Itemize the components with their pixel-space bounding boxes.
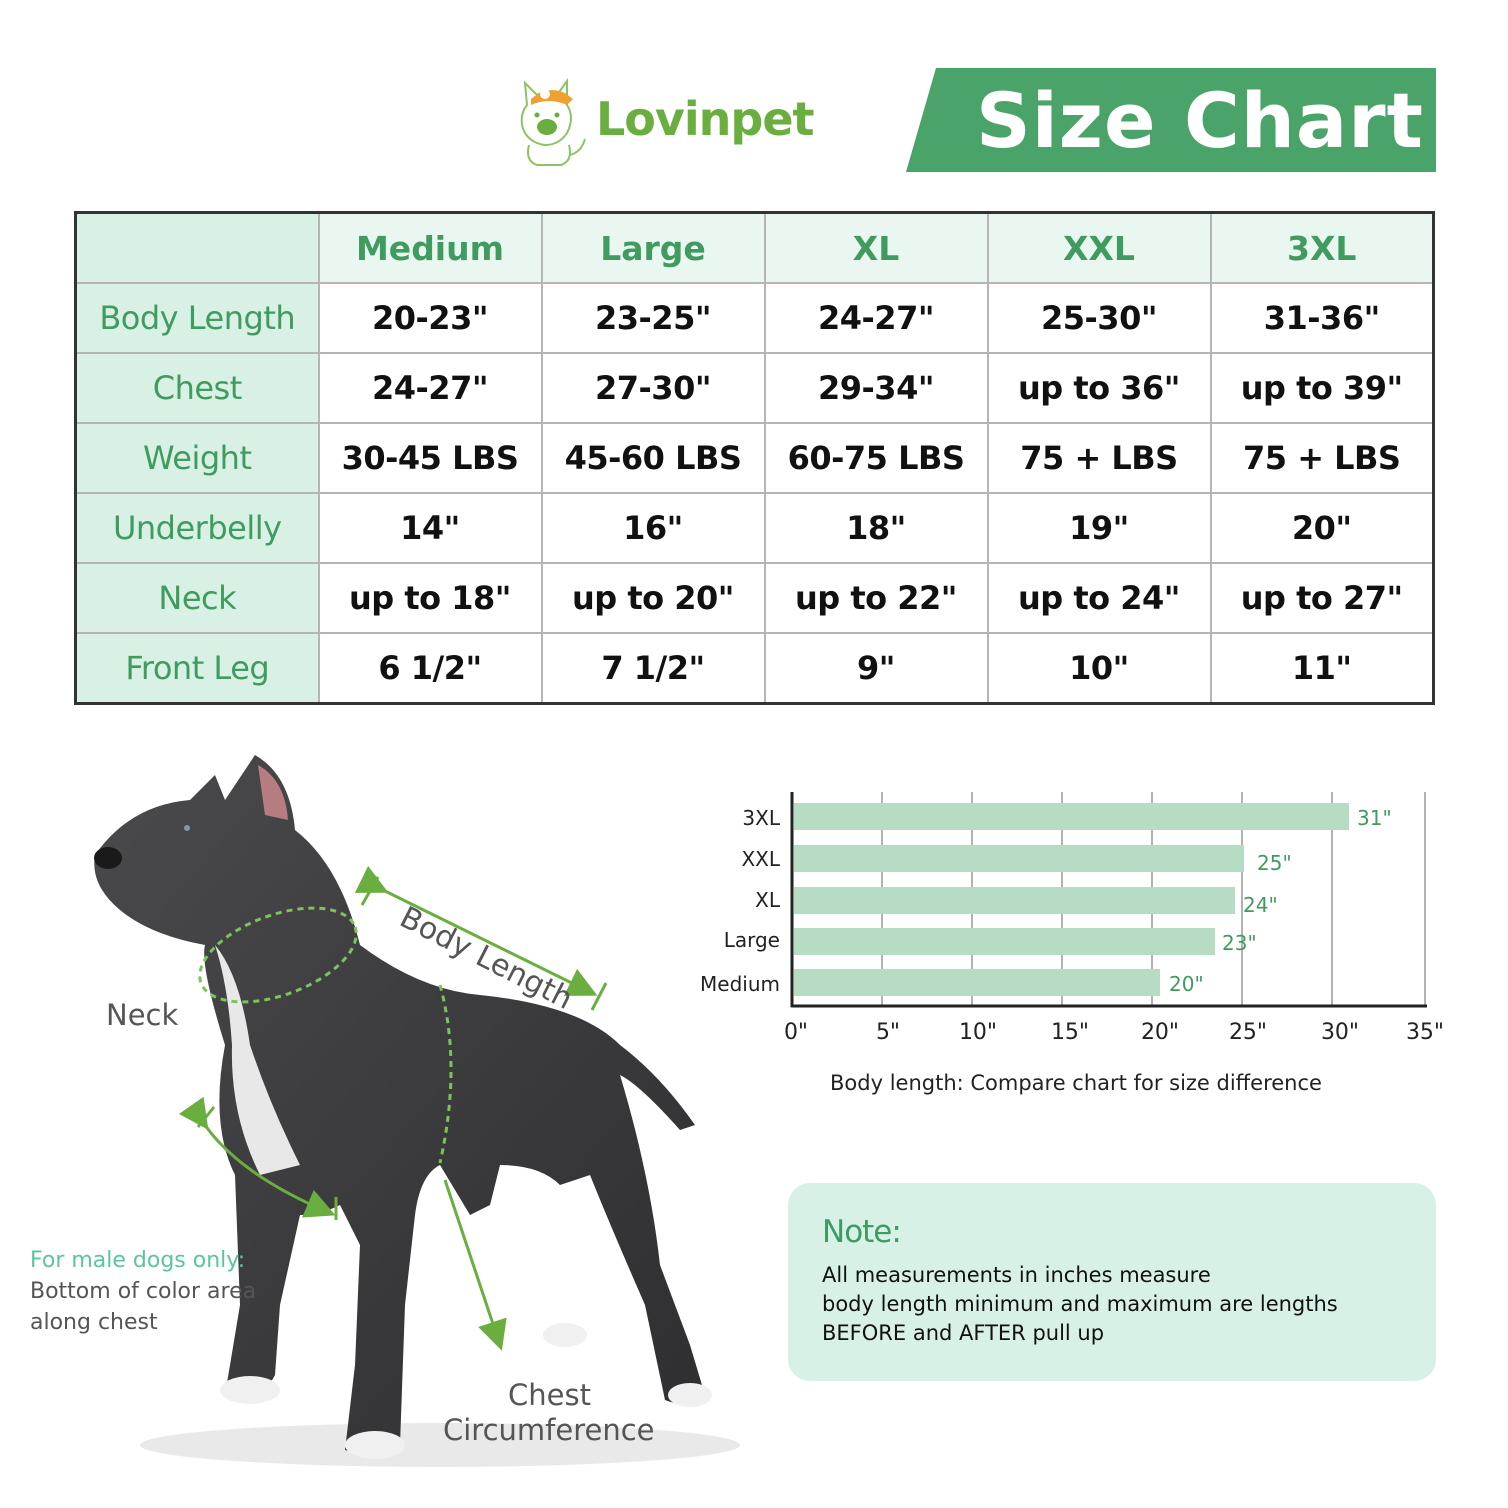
table-cell: 45-60 LBS <box>540 422 766 494</box>
dog-measurement-illustration <box>94 755 740 1467</box>
table-cell: 75 + LBS <box>1209 422 1435 494</box>
male-note-line: along chest <box>30 1310 158 1335</box>
column-header-3xl: 3XL <box>1209 211 1435 284</box>
table-cell: 14" <box>317 492 543 564</box>
table-cell: 16" <box>540 492 766 564</box>
table-cell: 60-75 LBS <box>763 422 989 494</box>
table-row: Underbelly 14" 16" 18" 19" 20" <box>74 492 1435 564</box>
row-header-body-length: Body Length <box>74 282 320 354</box>
size-chart-banner <box>906 68 1436 172</box>
lovinpet-logo-mascot-icon <box>520 77 586 166</box>
x-tick-label: 10" <box>958 1020 998 1045</box>
x-tick-label: 5" <box>875 1020 901 1045</box>
y-category-label: XL <box>755 888 780 912</box>
table-cell: 20-23" <box>317 282 543 354</box>
table-cell: 18" <box>763 492 989 564</box>
y-category-label: Medium <box>700 972 780 996</box>
note-box <box>788 1183 1436 1381</box>
chart-plot-area <box>790 792 1427 1008</box>
row-header-weight: Weight <box>74 422 320 494</box>
column-header-xxl: XXL <box>986 211 1212 284</box>
bar-large <box>794 928 1215 955</box>
row-header-underbelly: Underbelly <box>74 492 320 564</box>
page-title: Size Chart <box>975 76 1424 165</box>
y-category-label: 3XL <box>742 806 780 830</box>
table-row: Front Leg 6 1/2" 7 1/2" 9" 10" 11" <box>74 632 1435 705</box>
table-cell: 25-30" <box>986 282 1212 354</box>
table-cell: 20" <box>1209 492 1435 564</box>
table-cell: 23-25" <box>540 282 766 354</box>
note-line: BEFORE and AFTER pull up <box>822 1321 1105 1345</box>
table-row: Weight 30-45 LBS 45-60 LBS 60-75 LBS 75 … <box>74 422 1435 494</box>
column-header-medium: Medium <box>317 211 543 284</box>
male-note-title: For male dogs only: <box>30 1248 246 1273</box>
x-tick-label: 25" <box>1228 1020 1268 1045</box>
x-tick-label: 0" <box>783 1020 809 1045</box>
table-cell: 9" <box>763 632 989 705</box>
row-header-chest: Chest <box>74 352 320 424</box>
male-note-line: Bottom of color area <box>30 1279 257 1304</box>
body-length-bar-chart: 3XL XXL XL Large Medium 31" 25" 24" 23" … <box>685 785 1455 1105</box>
note-line: body length minimum and maximum are leng… <box>822 1292 1338 1316</box>
table-corner-cell <box>74 211 320 284</box>
x-tick-label: 20" <box>1140 1020 1180 1045</box>
table-cell: up to 22" <box>763 562 989 634</box>
table-row: Body Length 20-23" 23-25" 24-27" 25-30" … <box>74 282 1435 354</box>
x-tick-label: 15" <box>1050 1020 1090 1045</box>
bar-xxl <box>794 845 1244 872</box>
table-header-row: Medium Large XL XXL 3XL <box>74 211 1435 284</box>
table-cell: 30-45 LBS <box>317 422 543 494</box>
brand-name: Lovinpet <box>596 92 815 146</box>
x-tick-label: 30" <box>1320 1020 1360 1045</box>
table-cell: 11" <box>1209 632 1435 705</box>
table-cell: up to 24" <box>986 562 1212 634</box>
note-title: Note: <box>822 1214 902 1250</box>
neck-label: Neck <box>106 998 179 1032</box>
table-cell: 19" <box>986 492 1212 564</box>
table-row: Chest 24-27" 27-30" 29-34" up to 36" up … <box>74 352 1435 424</box>
note-line: All measurements in inches measure <box>822 1263 1211 1287</box>
table-cell: 10" <box>986 632 1212 705</box>
table-cell: 75 + LBS <box>986 422 1212 494</box>
table-cell: 24-27" <box>317 352 543 424</box>
table-cell: up to 27" <box>1209 562 1435 634</box>
bar-value-label: 31" <box>1357 806 1392 830</box>
bar-value-label: 24" <box>1243 893 1278 917</box>
chart-caption: Body length: Compare chart for size diff… <box>830 1071 1322 1095</box>
bar-xl <box>794 887 1235 914</box>
table-cell: 27-30" <box>540 352 766 424</box>
row-header-front-leg: Front Leg <box>74 632 320 705</box>
y-category-label: Large <box>723 928 780 952</box>
row-header-neck: Neck <box>74 562 320 634</box>
column-header-large: Large <box>540 211 766 284</box>
y-category-label: XXL <box>741 847 780 871</box>
size-table: Medium Large XL XXL 3XL Body Length 20-2… <box>74 211 1435 705</box>
table-cell: up to 20" <box>540 562 766 634</box>
chest-circumference-label: Circumference <box>443 1413 655 1447</box>
table-cell: up to 18" <box>317 562 543 634</box>
table-cell: 7 1/2" <box>540 632 766 705</box>
column-header-xl: XL <box>763 211 989 284</box>
bar-3xl <box>794 803 1349 830</box>
table-cell: 29-34" <box>763 352 989 424</box>
table-cell: up to 36" <box>986 352 1212 424</box>
table-cell: 31-36" <box>1209 282 1435 354</box>
x-tick-label: 35" <box>1405 1020 1445 1045</box>
bar-value-label: 25" <box>1257 851 1292 875</box>
bar-medium <box>794 969 1160 996</box>
table-cell: 6 1/2" <box>317 632 543 705</box>
table-cell: up to 39" <box>1209 352 1435 424</box>
chest-label: Chest <box>508 1378 591 1412</box>
table-row: Neck up to 18" up to 20" up to 22" up to… <box>74 562 1435 634</box>
table-cell: 24-27" <box>763 282 989 354</box>
bar-value-label: 20" <box>1169 972 1204 996</box>
bar-value-label: 23" <box>1222 931 1257 955</box>
